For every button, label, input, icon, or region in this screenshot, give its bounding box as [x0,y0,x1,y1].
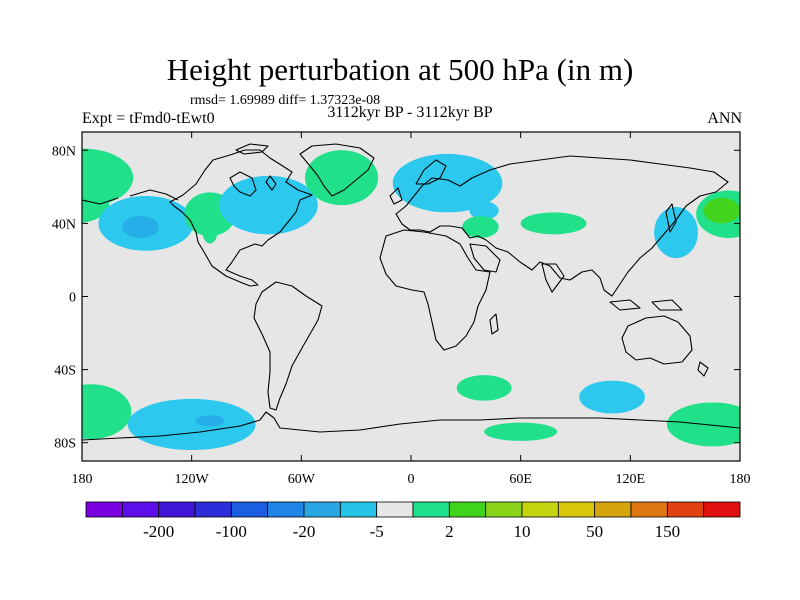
anomaly-region [202,221,218,244]
colorbar-box [376,501,414,518]
colorbar-label: 2 [445,522,454,541]
season-label: ANN [707,110,742,127]
colorbar-box [557,501,596,518]
colorbar-label: -100 [216,522,247,541]
anomaly-region [219,175,318,235]
anomaly-region [127,398,256,451]
colorbar-label: -5 [370,522,384,541]
anomaly-region [654,206,698,259]
colorbar-label: -20 [293,522,316,541]
anomaly-region [195,415,225,427]
lat-tick-label: 40S [54,364,76,379]
colorbar-box [485,501,523,518]
colorbar-box [230,501,269,518]
colorbar-box [703,501,741,518]
chart-title: Height perturbation at 500 hPa (in m) [166,52,634,87]
colorbar-box [412,501,450,518]
stats-text: rmsd= 1.69989 diff= 1.37323e-08 [190,93,381,108]
lat-tick-label: 0 [69,291,76,306]
colorbar-label: 10 [514,522,531,541]
colorbar-box [121,501,160,518]
lon-tick-label: 120E [616,472,646,487]
lat-tick-label: 80N [52,144,76,159]
colorbar-box [194,501,232,518]
lon-tick-label: 120W [175,472,210,487]
lon-tick-label: 180 [730,472,751,487]
anomaly-region [579,380,645,414]
lon-ticks: 180 120W 60W 0 60E 120E 180 [72,132,751,487]
anomaly-region [392,153,503,213]
anomaly-region [456,375,512,401]
experiment-label: Expt = tFmd0-tEwt0 [82,110,215,127]
colorbar-box [666,501,705,518]
anomaly-layer [82,148,740,451]
lon-tick-label: 60E [509,472,532,487]
colorbar-box [594,501,632,518]
anomaly-region [520,212,587,235]
anomaly-region [703,197,740,224]
lon-tick-label: 180 [72,472,93,487]
colorbar-box [303,501,341,518]
anomaly-region [82,384,132,440]
anomaly-region [304,150,379,206]
anomaly-region [484,422,558,441]
colorbar-label: 50 [586,522,603,541]
anomaly-region [469,201,499,220]
lat-ticks: 80N 40N 0 40S 80S [52,144,740,452]
colorbar-box [630,501,668,518]
colorbar-box [158,501,196,518]
anomaly-region [122,216,159,239]
colorbar-box [267,501,305,518]
lat-tick-label: 40N [52,217,76,232]
lon-tick-label: 0 [408,472,415,487]
colorbar-label: -200 [143,522,174,541]
coastlines [82,143,740,441]
lon-tick-label: 60W [288,472,316,487]
colorbar-box [85,501,123,518]
anomaly-region [462,216,499,239]
colorbar-label: 150 [655,522,681,541]
colorbar-box [448,501,487,518]
colorbar-box [521,501,559,518]
period-label: 3112kyr BP - 3112kyr BP [327,104,493,121]
lat-tick-label: 80S [54,437,76,452]
colorbar-box [339,501,378,518]
